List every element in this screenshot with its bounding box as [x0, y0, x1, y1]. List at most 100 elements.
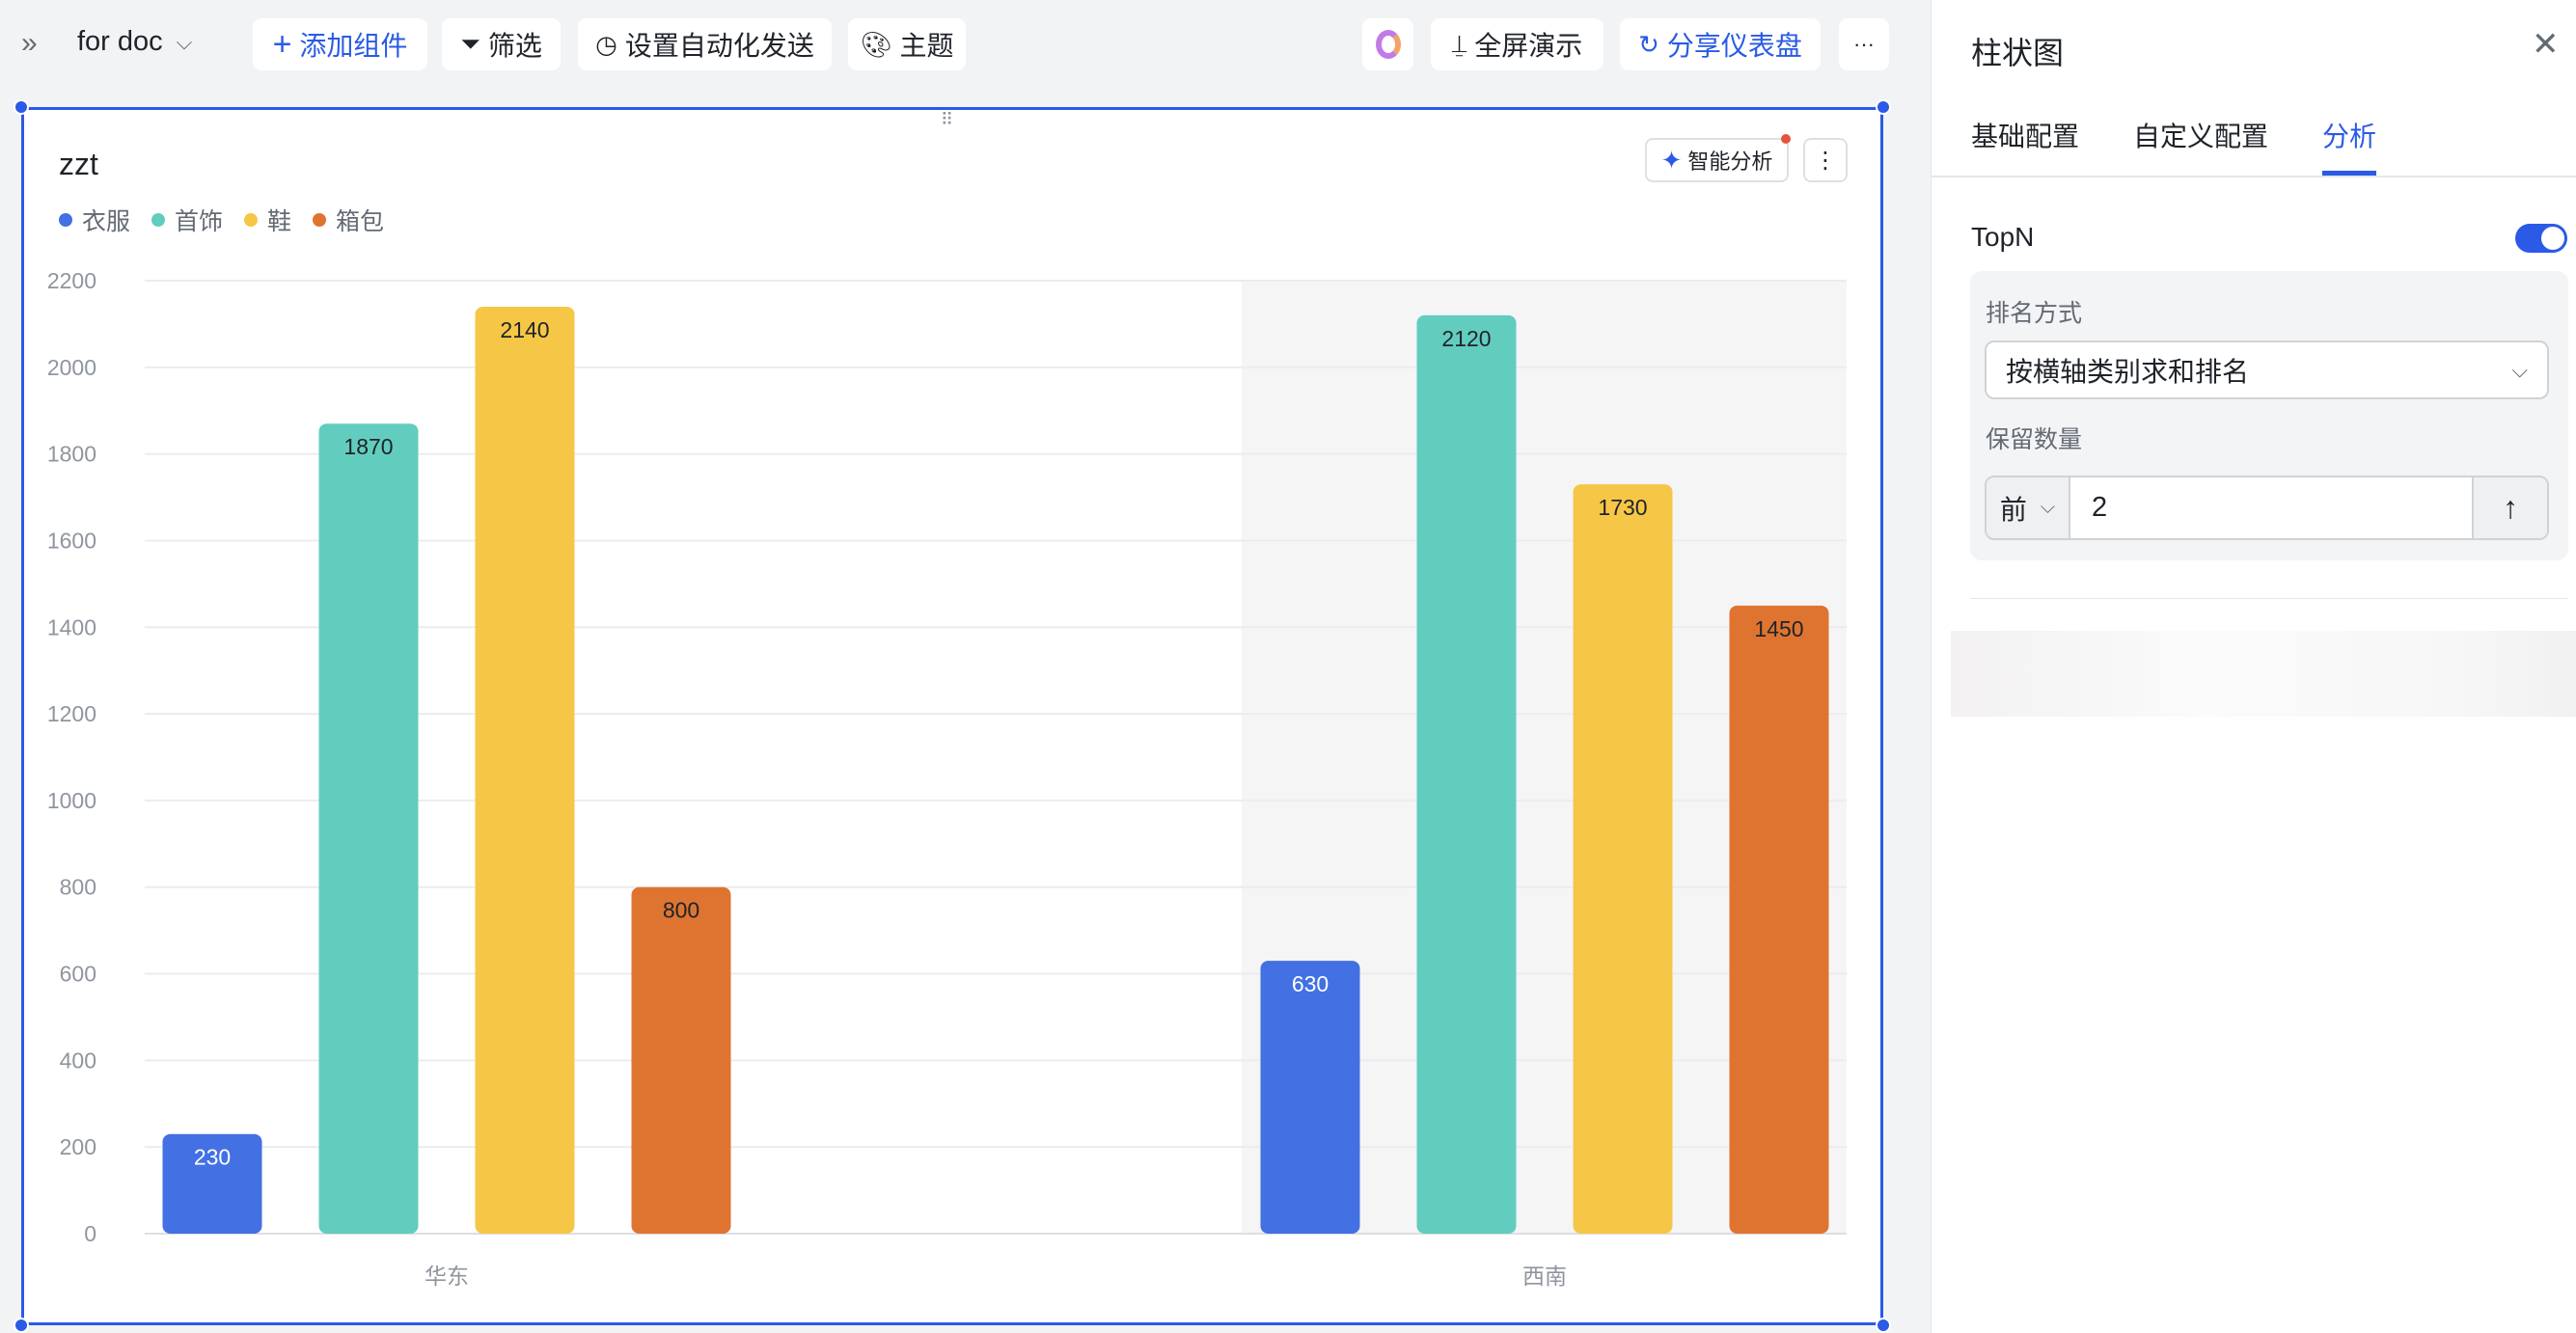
legend-swatch [313, 213, 327, 227]
auto-send-button[interactable]: ◷ 设置自动化发送 [578, 18, 832, 70]
legend-item[interactable]: 首饰 [151, 203, 223, 237]
chevron-down-icon: ⌵ [176, 29, 193, 54]
y-tick-label: 2200 [47, 268, 96, 293]
legend-item[interactable]: 箱包 [313, 203, 384, 237]
y-tick-label: 600 [60, 962, 96, 987]
filter-icon: ⏷ [460, 29, 480, 58]
config-panel: 柱状图 ✕ 基础配置 自定义配置 分析 TopN 排名方式 按横轴类别求和排名 … [1931, 0, 2576, 1333]
rank-method-select[interactable]: 按横轴类别求和排名 ⌵ [1985, 340, 2549, 399]
y-tick-label: 1400 [47, 614, 96, 639]
bar [1573, 484, 1673, 1234]
ai-analysis-button[interactable]: ✦ 智能分析 [1645, 134, 1791, 182]
sparkle-icon: ✦ [1660, 145, 1683, 175]
bar-data-label: 1730 [1598, 495, 1647, 520]
y-tick-label: 1600 [47, 528, 96, 553]
bar-data-label: 630 [1292, 971, 1329, 996]
presentation-icon: ⍊ [1451, 29, 1467, 58]
fullscreen-button[interactable]: ⍊ 全屏演示 [1431, 18, 1603, 70]
bar-data-label: 2140 [500, 317, 549, 342]
chart-card[interactable]: ⠿ zzt ✦ 智能分析 ⋮ 衣服 首饰 鞋 箱包 0 200 400 600 800 1000… [21, 107, 1883, 1325]
bar-data-label: 2120 [1441, 326, 1491, 351]
share-label: 分享仪表盘 [1666, 31, 1802, 61]
rank-method-value: 按横轴类别求和排名 [2006, 356, 2250, 387]
legend-label: 衣服 [82, 208, 131, 235]
add-component-label: 添加组件 [299, 31, 408, 61]
topn-toggle[interactable] [2515, 224, 2567, 253]
chevron-down-icon: ⌵ [2511, 357, 2528, 382]
share-dashboard-button[interactable]: ↻ 分享仪表盘 [1620, 18, 1821, 70]
keep-count-label: 保留数量 [1986, 426, 2083, 453]
y-tick-label: 1800 [47, 442, 96, 467]
tab-custom-config[interactable]: 自定义配置 [2133, 122, 2269, 151]
bar-data-label: 1450 [1754, 616, 1803, 641]
bar-data-label: 230 [194, 1145, 231, 1170]
close-icon[interactable]: ✕ [2532, 26, 2560, 63]
toggle-knob [2541, 227, 2564, 250]
topn-label: TopN [1971, 222, 2035, 252]
ai-logo-icon [1375, 30, 1401, 59]
rank-method-label: 排名方式 [1986, 300, 2083, 327]
more-button[interactable]: ··· [1839, 18, 1889, 70]
clock-icon: ◷ [595, 29, 617, 59]
topn-settings-box: 排名方式 按横轴类别求和排名 ⌵ 保留数量 前 ⌵ 2 ↑ [1970, 271, 2568, 560]
legend-swatch [59, 213, 72, 227]
x-tick-label: 西南 [1522, 1264, 1567, 1289]
loading-skeleton [1951, 631, 2576, 717]
legend-label: 首饰 [175, 208, 224, 235]
sort-order-button[interactable]: ↑ [2472, 477, 2547, 538]
bar [1729, 605, 1829, 1234]
y-tick-label: 200 [60, 1134, 96, 1159]
panel-title: 柱状图 [1971, 36, 2065, 70]
auto-send-label: 设置自动化发送 [624, 31, 814, 61]
y-tick-label: 800 [60, 875, 96, 900]
y-tick-label: 400 [60, 1047, 96, 1073]
card-more-button[interactable]: ⋮ [1803, 138, 1848, 182]
chart-title: zzt [59, 147, 98, 181]
bar-data-label: 1870 [343, 434, 393, 459]
keep-count-input[interactable]: 2 [2092, 492, 2108, 523]
keep-direction-value: 前 [1999, 494, 2027, 525]
theme-label: 主题 [899, 31, 954, 61]
share-icon: ↻ [1638, 29, 1659, 59]
bar [162, 1133, 262, 1234]
expand-sidebar-icon[interactable]: » [21, 27, 38, 59]
resize-handle-br[interactable] [1876, 1318, 1891, 1333]
fullscreen-label: 全屏演示 [1474, 31, 1583, 61]
y-tick-label: 2000 [47, 355, 96, 380]
filter-button[interactable]: ⏷ 筛选 [442, 18, 561, 70]
drag-handle-icon[interactable]: ⠿ [941, 110, 953, 129]
bar-chart: 0 200 400 600 800 1000 1200 1400 1600 1800 2000 220… [47, 268, 1847, 1289]
legend-item[interactable]: 鞋 [244, 203, 291, 237]
bar [475, 306, 575, 1234]
bar [1416, 314, 1517, 1235]
plus-icon: + [272, 25, 292, 63]
keep-count-group: 前 ⌵ 2 ↑ [1985, 476, 2549, 540]
ai-logo-button[interactable] [1362, 18, 1413, 70]
y-tick-label: 0 [84, 1221, 96, 1246]
tabs-divider [1932, 176, 2576, 177]
legend-label: 鞋 [267, 208, 292, 235]
resize-handle-tl[interactable] [14, 99, 29, 115]
resize-handle-tr[interactable] [1876, 99, 1891, 115]
tab-analysis[interactable]: 分析 [2322, 122, 2377, 151]
filter-label: 筛选 [487, 31, 542, 61]
add-component-button[interactable]: + 添加组件 [253, 18, 427, 70]
keep-direction-select[interactable]: 前 ⌵ [1987, 477, 2070, 538]
chevron-down-icon: ⌵ [2040, 497, 2056, 518]
x-tick-label: 华东 [425, 1264, 469, 1289]
active-tab-indicator [2322, 171, 2376, 176]
bar [318, 423, 419, 1234]
bar-data-label: 800 [663, 898, 699, 923]
dashboard-name-dropdown[interactable]: for doc ⌵ [77, 26, 192, 58]
legend-item[interactable]: 衣服 [59, 203, 130, 237]
legend-swatch [151, 213, 166, 227]
dashboard-name: for doc [77, 26, 163, 57]
palette-icon: 🎨︎ [860, 29, 892, 59]
y-tick-label: 1200 [47, 701, 96, 726]
tab-basic-config[interactable]: 基础配置 [1971, 122, 2080, 151]
section-divider [1970, 598, 2568, 599]
more-icon: ··· [1853, 32, 1875, 56]
theme-button[interactable]: 🎨︎ 主题 [848, 18, 966, 70]
resize-handle-bl[interactable] [14, 1318, 29, 1333]
chart-legend: 衣服 首饰 鞋 箱包 [59, 203, 384, 237]
